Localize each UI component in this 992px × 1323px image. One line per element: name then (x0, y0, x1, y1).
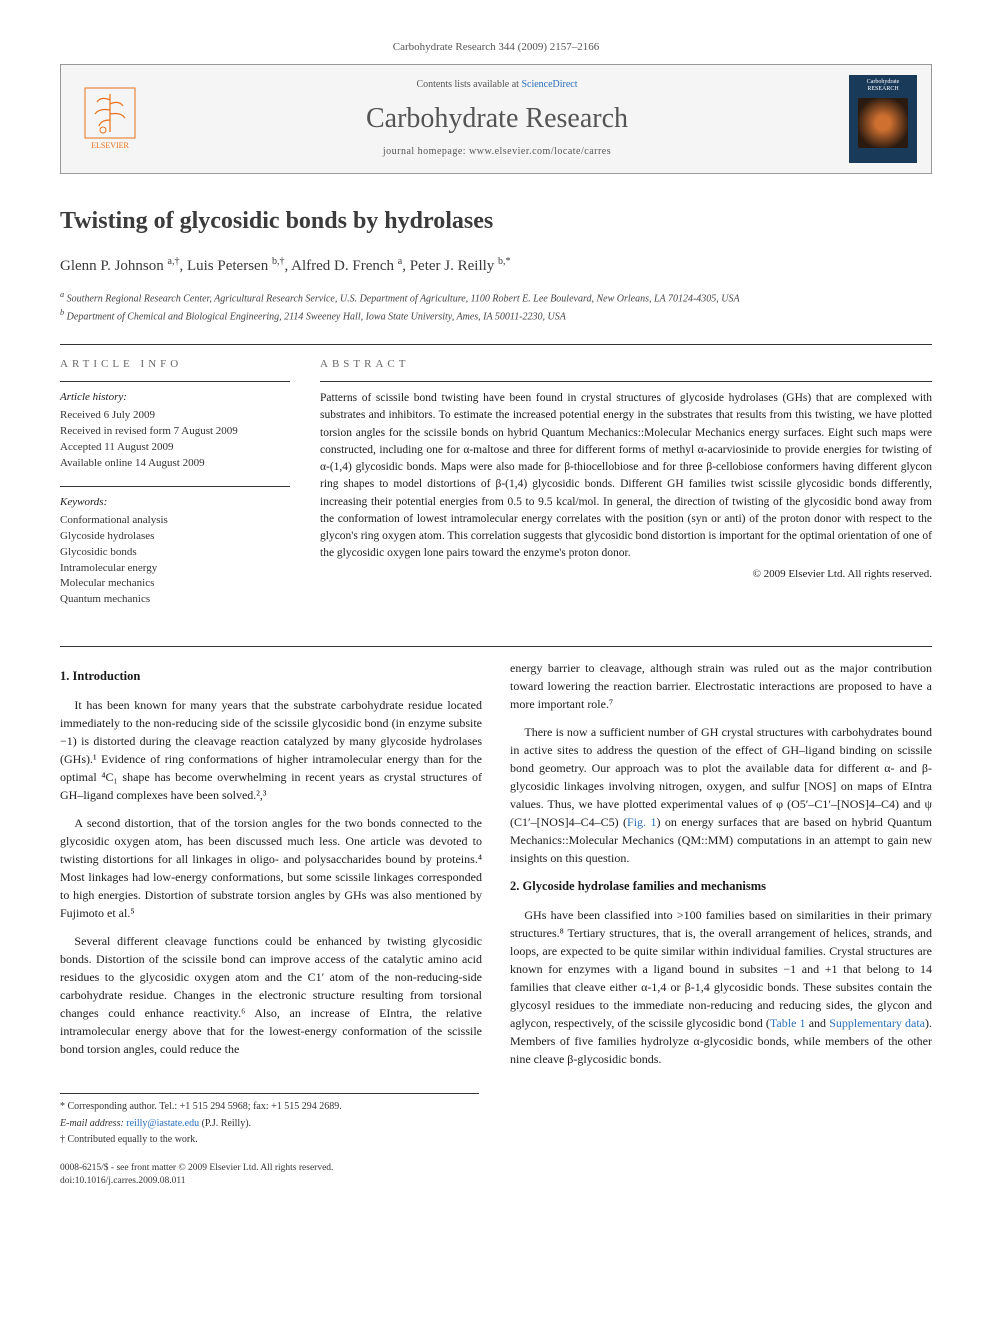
keyword: Glycosidic bonds (60, 545, 290, 561)
footer-left: 0008-6215/$ - see front matter © 2009 El… (60, 1162, 333, 1190)
article-info-heading: ARTICLE INFO (60, 357, 290, 373)
contrib-note: † Contributed equally to the work. (60, 1133, 479, 1148)
doi-line: doi:10.1016/j.carres.2009.08.011 (60, 1175, 333, 1189)
separator-rule (60, 344, 932, 345)
fig1-link[interactable]: Fig. 1 (627, 815, 656, 829)
affiliations: a Southern Regional Research Center, Agr… (60, 289, 932, 324)
elsevier-tree-icon (83, 86, 137, 140)
body-paragraph: Several different cleavage functions cou… (60, 932, 482, 1058)
keyword: Glycoside hydrolases (60, 529, 290, 545)
subrule (60, 486, 290, 487)
abstract-text: Patterns of scissile bond twisting have … (320, 390, 932, 563)
history-line: Available online 14 August 2009 (60, 456, 290, 472)
table1-link[interactable]: Table 1 (770, 1016, 806, 1030)
sciencedirect-link[interactable]: ScienceDirect (521, 79, 577, 90)
email-line: E-mail address: reilly@iastate.edu (P.J.… (60, 1117, 479, 1132)
history-line: Received in revised form 7 August 2009 (60, 424, 290, 440)
subrule (320, 381, 932, 382)
history-line: Accepted 11 August 2009 (60, 440, 290, 456)
body-paragraph: It has been known for many years that th… (60, 696, 482, 804)
section-heading-2: 2. Glycoside hydrolase families and mech… (510, 877, 932, 896)
contents-prefix: Contents lists available at (416, 79, 521, 90)
header-center: Contents lists available at ScienceDirec… (145, 78, 849, 160)
journal-citation: Carbohydrate Research 344 (2009) 2157–21… (60, 40, 932, 56)
keywords-section: Keywords: Conformational analysis Glycos… (60, 495, 290, 609)
info-abstract-row: ARTICLE INFO Article history: Received 6… (60, 357, 932, 622)
separator-rule (60, 646, 932, 647)
journal-name: Carbohydrate Research (145, 99, 849, 140)
article-title: Twisting of glycosidic bonds by hydrolas… (60, 204, 932, 239)
keywords-label: Keywords: (60, 495, 290, 511)
page-footer: 0008-6215/$ - see front matter © 2009 El… (60, 1162, 932, 1190)
affiliation-b: b Department of Chemical and Biological … (60, 307, 932, 324)
journal-homepage: journal homepage: www.elsevier.com/locat… (145, 145, 849, 160)
journal-cover-thumb: Carbohydrate RESEARCH (849, 75, 917, 163)
email-who: (P.J. Reilly). (202, 1118, 251, 1129)
section-heading-1: 1. Introduction (60, 667, 482, 686)
subrule (60, 381, 290, 382)
cover-image-icon (858, 98, 908, 148)
history-section: Article history: Received 6 July 2009 Re… (60, 390, 290, 472)
publisher-name: ELSEVIER (91, 140, 129, 152)
supplementary-link[interactable]: Supplementary data (829, 1016, 925, 1030)
article-info-block: ARTICLE INFO Article history: Received 6… (60, 357, 290, 622)
abstract-heading: ABSTRACT (320, 357, 932, 373)
journal-header: ELSEVIER Contents lists available at Sci… (60, 64, 932, 174)
affiliation-a: a Southern Regional Research Center, Agr… (60, 289, 932, 306)
contents-line: Contents lists available at ScienceDirec… (145, 78, 849, 93)
front-matter-line: 0008-6215/$ - see front matter © 2009 El… (60, 1162, 333, 1176)
email-label: E-mail address: (60, 1118, 124, 1129)
email-link[interactable]: reilly@iastate.edu (126, 1118, 199, 1129)
elsevier-logo: ELSEVIER (75, 79, 145, 159)
history-label: Article history: (60, 390, 290, 406)
body-paragraph: There is now a sufficient number of GH c… (510, 723, 932, 867)
keyword: Conformational analysis (60, 513, 290, 529)
keyword: Intramolecular energy (60, 561, 290, 577)
body-paragraph: energy barrier to cleavage, although str… (510, 659, 932, 713)
abstract-copyright: © 2009 Elsevier Ltd. All rights reserved… (320, 567, 932, 583)
cover-title: Carbohydrate RESEARCH (853, 79, 913, 92)
body-paragraph: GHs have been classified into >100 famil… (510, 906, 932, 1068)
history-line: Received 6 July 2009 (60, 408, 290, 424)
corresponding-author-note: * Corresponding author. Tel.: +1 515 294… (60, 1100, 479, 1115)
keyword: Molecular mechanics (60, 576, 290, 592)
body-paragraph: A second distortion, that of the torsion… (60, 814, 482, 922)
footnotes: * Corresponding author. Tel.: +1 515 294… (60, 1093, 479, 1148)
authors-line: Glenn P. Johnson a,†, Luis Petersen b,†,… (60, 255, 932, 278)
body-columns: 1. Introduction It has been known for ma… (60, 659, 932, 1073)
keyword: Quantum mechanics (60, 592, 290, 608)
abstract-block: ABSTRACT Patterns of scissile bond twist… (320, 357, 932, 622)
